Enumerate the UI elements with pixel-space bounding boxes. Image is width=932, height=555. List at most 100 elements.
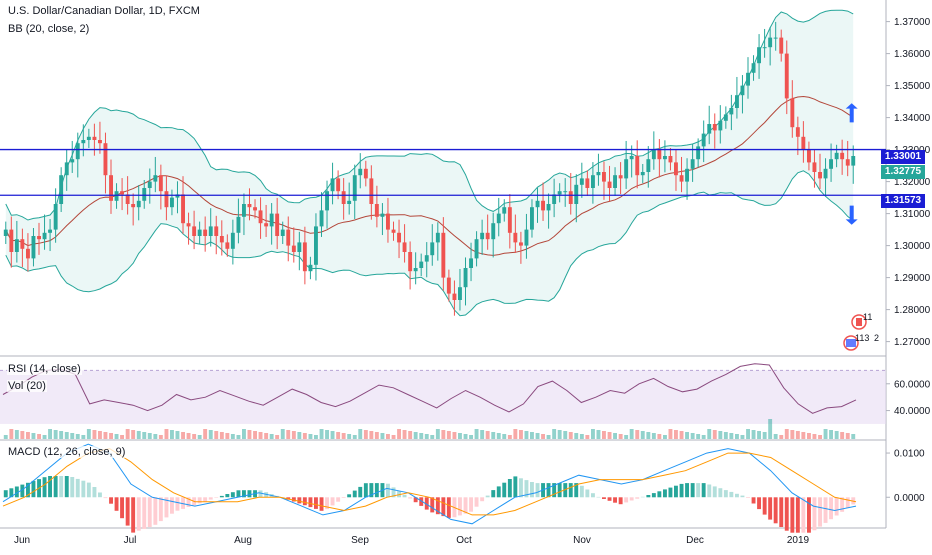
volume-bar [26, 432, 30, 439]
volume-bar [801, 432, 806, 439]
candle-body [790, 98, 795, 128]
macd-histogram-bar [203, 497, 208, 502]
volume-bar [59, 431, 64, 439]
rsi-indicator-label[interactable]: RSI (14, close) [7, 363, 82, 375]
macd-histogram-bar [308, 497, 313, 508]
volume-bar [784, 429, 789, 439]
candle-body [773, 37, 778, 39]
macd-histogram-bar [657, 491, 662, 498]
candle-body [541, 200, 545, 211]
volume-bar [20, 431, 25, 439]
macd-histogram-bar [358, 486, 363, 498]
volume-bar [690, 433, 695, 439]
candle-body [546, 204, 551, 211]
macd-histogram-bar [607, 497, 612, 501]
macd-histogram-bar [230, 492, 235, 498]
volume-bar [663, 435, 667, 439]
macd-histogram-bar [629, 497, 634, 501]
macd-line [2, 443, 857, 525]
macd-histogram-bar [696, 483, 701, 498]
candle-body [729, 108, 734, 115]
volume-bar [685, 432, 689, 439]
candle-body [374, 204, 379, 217]
down-arrow-icon [845, 205, 858, 225]
volume-bar [330, 431, 335, 439]
macd-histogram-bar [507, 479, 512, 498]
candle-body [735, 95, 739, 108]
macd-histogram-bar [679, 483, 684, 498]
volume-bar [258, 432, 263, 439]
bb-indicator-label[interactable]: BB (20, close, 2) [7, 23, 91, 35]
macd-histogram-bar [668, 487, 673, 498]
macd-histogram-bar [369, 483, 374, 498]
volume-bar [197, 435, 202, 439]
volume-bar [153, 434, 158, 439]
volume-bar [402, 430, 407, 439]
macd-histogram-bar [795, 497, 800, 533]
volume-bar [208, 430, 213, 439]
macd-histogram-bar [242, 490, 246, 498]
macd-histogram-bar [153, 497, 158, 525]
price-tick-label: 1.32000 [894, 177, 931, 188]
volume-bar [275, 435, 280, 439]
macd-histogram-bar [125, 497, 130, 526]
volume-bar [325, 430, 329, 439]
volume-bar [214, 431, 219, 439]
us-flag-stripes [846, 339, 856, 347]
price-tick-label: 1.34000 [894, 113, 931, 124]
last-price-tag: 1.32775 [881, 165, 925, 179]
candle-body [757, 47, 761, 64]
candle-body [640, 172, 645, 176]
candle-body [203, 229, 208, 236]
macd-indicator-label[interactable]: MACD (12, 26, close, 9) [7, 446, 127, 458]
macd-histogram-bar [718, 488, 723, 498]
candle-body [48, 229, 52, 233]
macd-histogram-bar [712, 486, 717, 498]
macd-histogram-bar [319, 497, 324, 511]
macd-histogram-bar [807, 497, 811, 533]
candle-body [103, 143, 108, 176]
volume-bar [147, 433, 152, 439]
macd-histogram-bar [491, 490, 496, 498]
volume-bar [568, 432, 573, 439]
price-tick-label: 1.30000 [894, 241, 931, 252]
volume-bar [302, 433, 307, 439]
volume-bar [109, 433, 113, 439]
macd-histogram-bar [535, 483, 540, 498]
macd-histogram-bar [596, 496, 601, 498]
macd-histogram-bar [9, 488, 14, 498]
candle-body [762, 47, 767, 49]
candle-body [751, 63, 756, 73]
macd-histogram-bar [402, 494, 407, 498]
candle-body [70, 159, 75, 163]
volume-bar [125, 429, 130, 439]
up-arrow-icon [845, 103, 858, 123]
volume-bar [535, 433, 540, 439]
volume-bar [48, 429, 52, 439]
vol-indicator-label[interactable]: Vol (20) [7, 380, 47, 392]
candle-body [219, 236, 224, 243]
candle-body [208, 226, 213, 236]
volume-bar [352, 435, 357, 439]
candle-body [795, 127, 800, 137]
volume-bar [530, 432, 534, 439]
us-event-extra: 2 [874, 333, 880, 343]
macd-histogram-bar [557, 483, 562, 498]
candle-body [75, 143, 80, 160]
candle-body [519, 242, 523, 246]
time-tick-label: Dec [686, 535, 704, 546]
volume-bar [552, 429, 557, 439]
candle-body [629, 156, 634, 160]
macd-histogram-bar [530, 482, 534, 498]
candle-body [602, 172, 606, 182]
volume-bar [729, 433, 734, 439]
volume-bar [186, 433, 191, 439]
volume-bar [723, 432, 728, 439]
price-tick-label: 1.37000 [894, 17, 931, 28]
macd-tick-label: 0.0000 [894, 493, 925, 504]
macd-histogram-bar [197, 497, 202, 504]
us-event-count: 113 [855, 333, 870, 343]
macd-histogram-bar [751, 497, 756, 504]
